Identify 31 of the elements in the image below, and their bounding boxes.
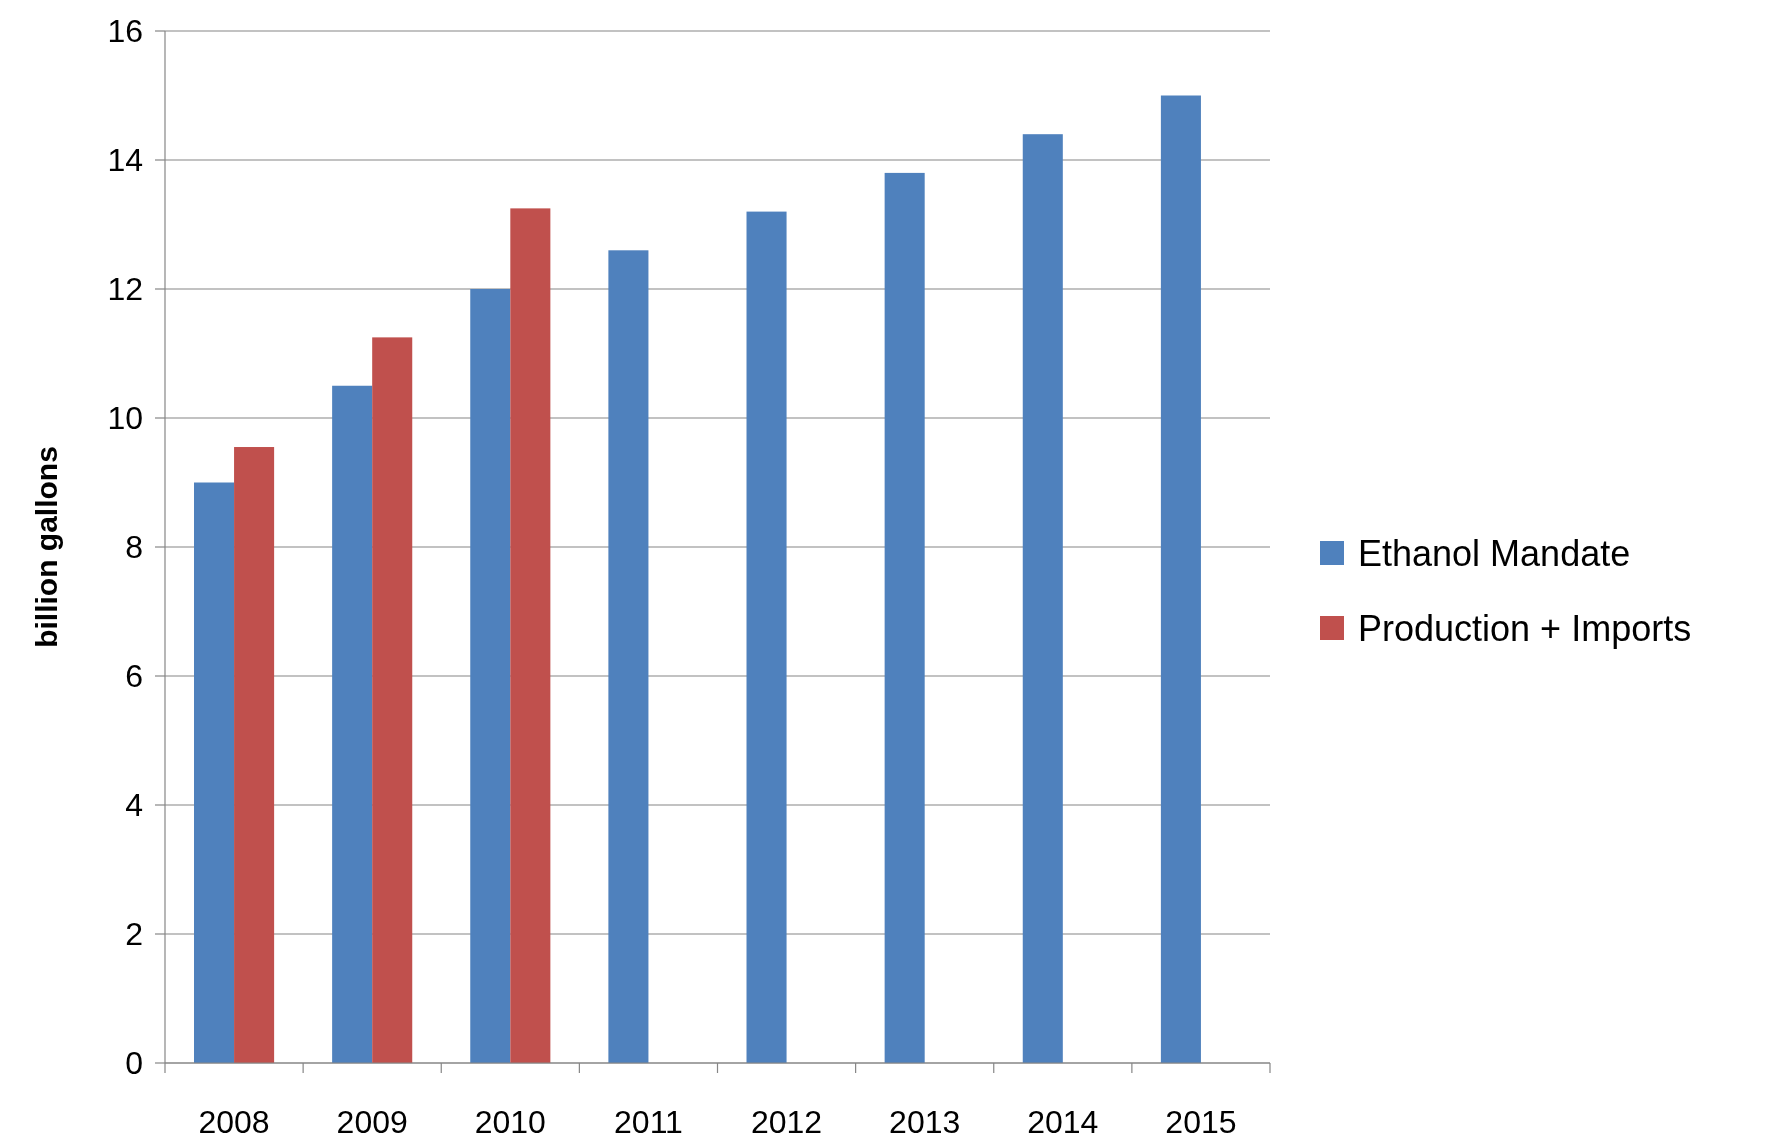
bar: [372, 337, 413, 1063]
bar: [470, 289, 511, 1063]
x-tick-label: 2014: [1027, 1104, 1099, 1140]
y-tick-label: 14: [107, 142, 143, 179]
y-axis-title: billion gallons: [29, 446, 63, 648]
y-tick-label: 16: [107, 13, 143, 50]
legend-label: Ethanol Mandate: [1358, 532, 1631, 574]
y-tick-label: 6: [125, 658, 143, 695]
y-tick-label: 8: [125, 529, 143, 566]
y-tick-label: 12: [107, 271, 143, 308]
bar: [332, 385, 373, 1063]
y-tick-label: 0: [125, 1045, 143, 1082]
y-tick-label: 10: [107, 400, 143, 437]
bar: [510, 208, 551, 1063]
x-tick-label: 2012: [750, 1104, 823, 1140]
x-tick-label: 2011: [614, 1104, 683, 1140]
y-tick-label: 2: [125, 916, 143, 953]
bar: [1022, 134, 1063, 1063]
x-tick-label: 2010: [474, 1104, 546, 1140]
bar: [194, 482, 235, 1063]
x-tick-label: 2009: [336, 1104, 408, 1140]
bar: [884, 172, 925, 1063]
x-tick-label: 2008: [198, 1104, 270, 1140]
x-tick-label: 2015: [1165, 1104, 1237, 1140]
y-tick-label: 4: [125, 787, 143, 824]
bar: [746, 211, 787, 1063]
bar: [608, 250, 649, 1063]
bar: [1160, 95, 1201, 1063]
x-tick-label: 2013: [889, 1104, 961, 1140]
legend-label: Production + Imports: [1358, 607, 1692, 649]
bar: [234, 447, 275, 1063]
